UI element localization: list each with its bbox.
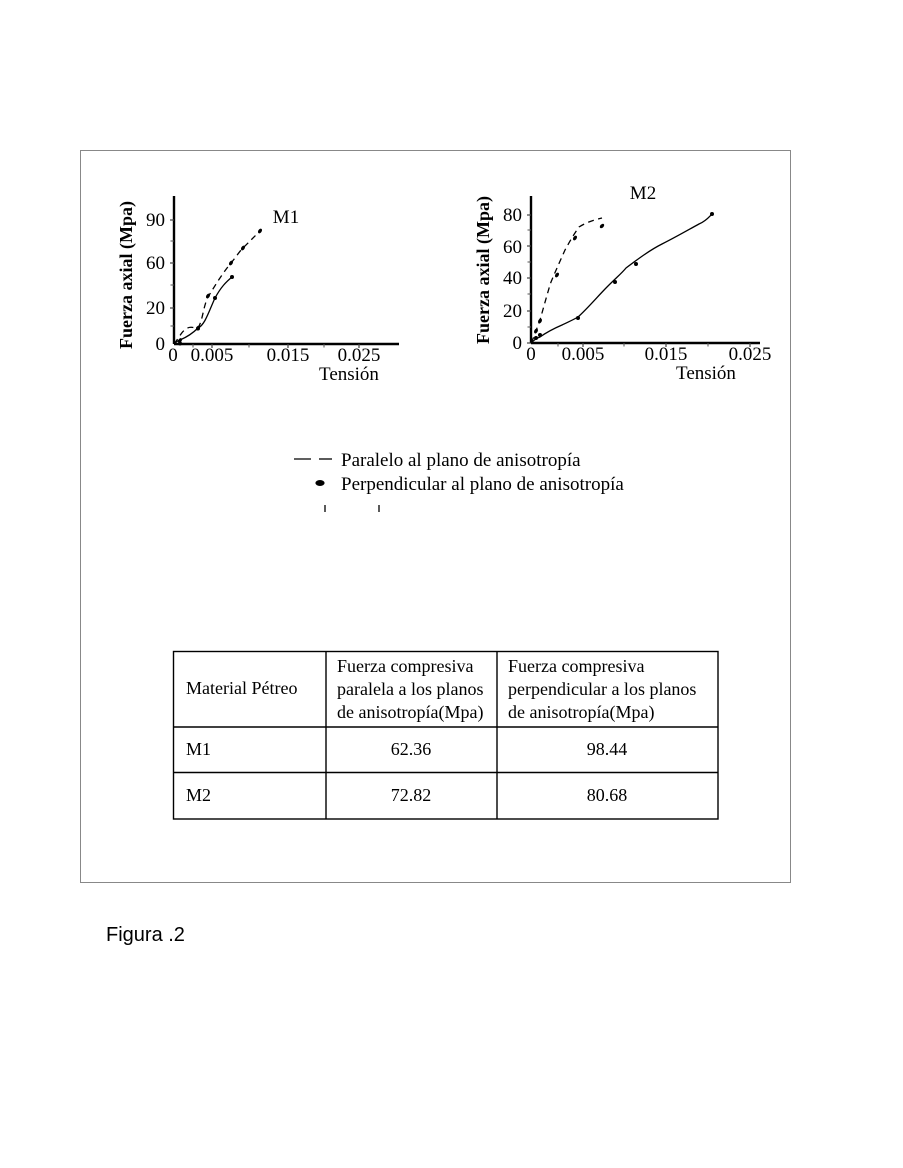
svg-text:Tensión: Tensión (676, 363, 736, 384)
svg-text:20: 20 (503, 301, 522, 322)
svg-text:Fuerza compresiva: Fuerza compresiva (337, 656, 473, 676)
svg-text:de anisotropía(Mpa): de anisotropía(Mpa) (337, 702, 483, 723)
svg-text:Paralelo al plano de anisotrop: Paralelo al plano de anisotropía (341, 450, 581, 471)
svg-text:0: 0 (526, 344, 536, 365)
svg-text:Tensión: Tensión (319, 364, 379, 385)
svg-text:72.82: 72.82 (391, 785, 432, 805)
svg-text:98.44: 98.44 (587, 739, 628, 759)
svg-text:0.025: 0.025 (338, 345, 381, 366)
svg-text:perpendicular a los planos: perpendicular a los planos (508, 679, 696, 699)
svg-text:60: 60 (503, 237, 522, 258)
svg-text:0.005: 0.005 (191, 345, 234, 366)
svg-text:M2: M2 (630, 183, 656, 204)
svg-text:0.005: 0.005 (562, 344, 605, 365)
svg-text:Perpendicular al plano de ani: Perpendicular al plano de anisotropía (341, 474, 624, 495)
svg-text:62.36: 62.36 (391, 739, 432, 759)
svg-text:20: 20 (146, 298, 165, 319)
svg-text:0: 0 (168, 345, 178, 366)
svg-text:80.68: 80.68 (587, 785, 628, 805)
svg-text:de anisotropía(Mpa): de anisotropía(Mpa) (508, 702, 654, 723)
svg-text:Material Pétreo: Material Pétreo (186, 678, 297, 698)
svg-text:0.025: 0.025 (729, 344, 772, 365)
svg-text:60: 60 (146, 253, 165, 274)
svg-text:Fuerza axial (Mpa): Fuerza axial (Mpa) (473, 196, 494, 344)
svg-text:M1: M1 (273, 207, 299, 228)
svg-text:Fuerza axial (Mpa): Fuerza axial (Mpa) (116, 201, 137, 349)
svg-text:Fuerza compresiva: Fuerza compresiva (508, 656, 644, 676)
svg-text:0: 0 (513, 333, 523, 354)
svg-text:0.015: 0.015 (267, 345, 310, 366)
svg-text:paralela a los planos: paralela a los planos (337, 679, 483, 699)
svg-text:0.015: 0.015 (645, 344, 688, 365)
svg-text:0: 0 (156, 334, 166, 355)
svg-text:80: 80 (503, 205, 522, 226)
svg-text:M1: M1 (186, 739, 211, 759)
svg-text:M2: M2 (186, 785, 211, 805)
svg-text:40: 40 (503, 268, 522, 289)
svg-text:90: 90 (146, 210, 165, 231)
svg-text:Figura .2: Figura .2 (106, 924, 185, 946)
